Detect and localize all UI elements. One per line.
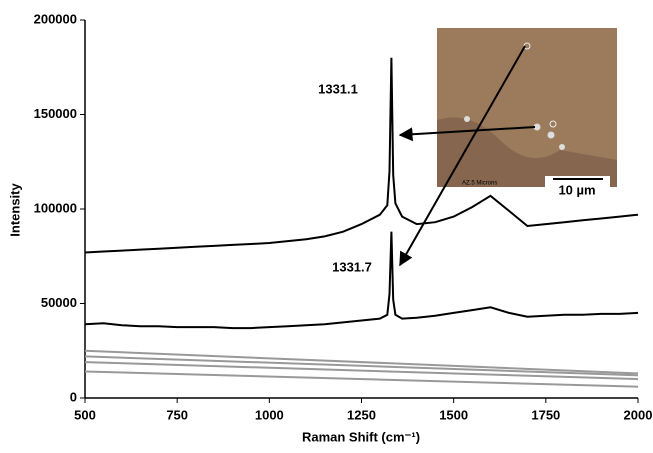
plot-area: 0 50000 100000 150000 200000 500 750 1000 1250 15… bbox=[34, 11, 653, 422]
x-tick-label: 2000 bbox=[624, 407, 653, 422]
x-tick-label: 1000 bbox=[255, 407, 284, 422]
spectrum-line bbox=[84, 349, 639, 375]
y-tick-label: 50000 bbox=[41, 295, 77, 310]
scale-label: 10 µm bbox=[558, 182, 595, 197]
x-tick-label: 1750 bbox=[531, 407, 560, 422]
y-tick-label: 150000 bbox=[34, 106, 77, 121]
y-axis-title: Intensity bbox=[7, 183, 22, 237]
x-axis-title: Raman Shift (cm⁻¹) bbox=[302, 429, 420, 444]
annotation: 1331.1 bbox=[318, 81, 358, 96]
arrow bbox=[398, 126, 536, 142]
y-tick-label: 0 bbox=[70, 389, 77, 404]
y-tick-label: 100000 bbox=[34, 200, 77, 215]
annotation: 1331.7 bbox=[332, 259, 372, 274]
spectrum-line bbox=[84, 370, 639, 388]
spectrum-line bbox=[84, 361, 639, 381]
spectrum-line bbox=[84, 355, 639, 377]
inset-caption: AZ.5 Microns bbox=[462, 181, 497, 187]
x-tick-label: 500 bbox=[74, 407, 96, 422]
x-tick-label: 750 bbox=[166, 407, 188, 422]
y-tick-label: 200000 bbox=[34, 11, 77, 26]
inset-image: 10 µm AZ.5 Microns bbox=[437, 28, 617, 200]
spectrum-line bbox=[84, 57, 639, 254]
spectrum-line bbox=[84, 231, 639, 330]
arrow bbox=[399, 45, 526, 267]
x-tick-label: 1250 bbox=[347, 407, 376, 422]
x-tick-label: 1500 bbox=[439, 407, 468, 422]
